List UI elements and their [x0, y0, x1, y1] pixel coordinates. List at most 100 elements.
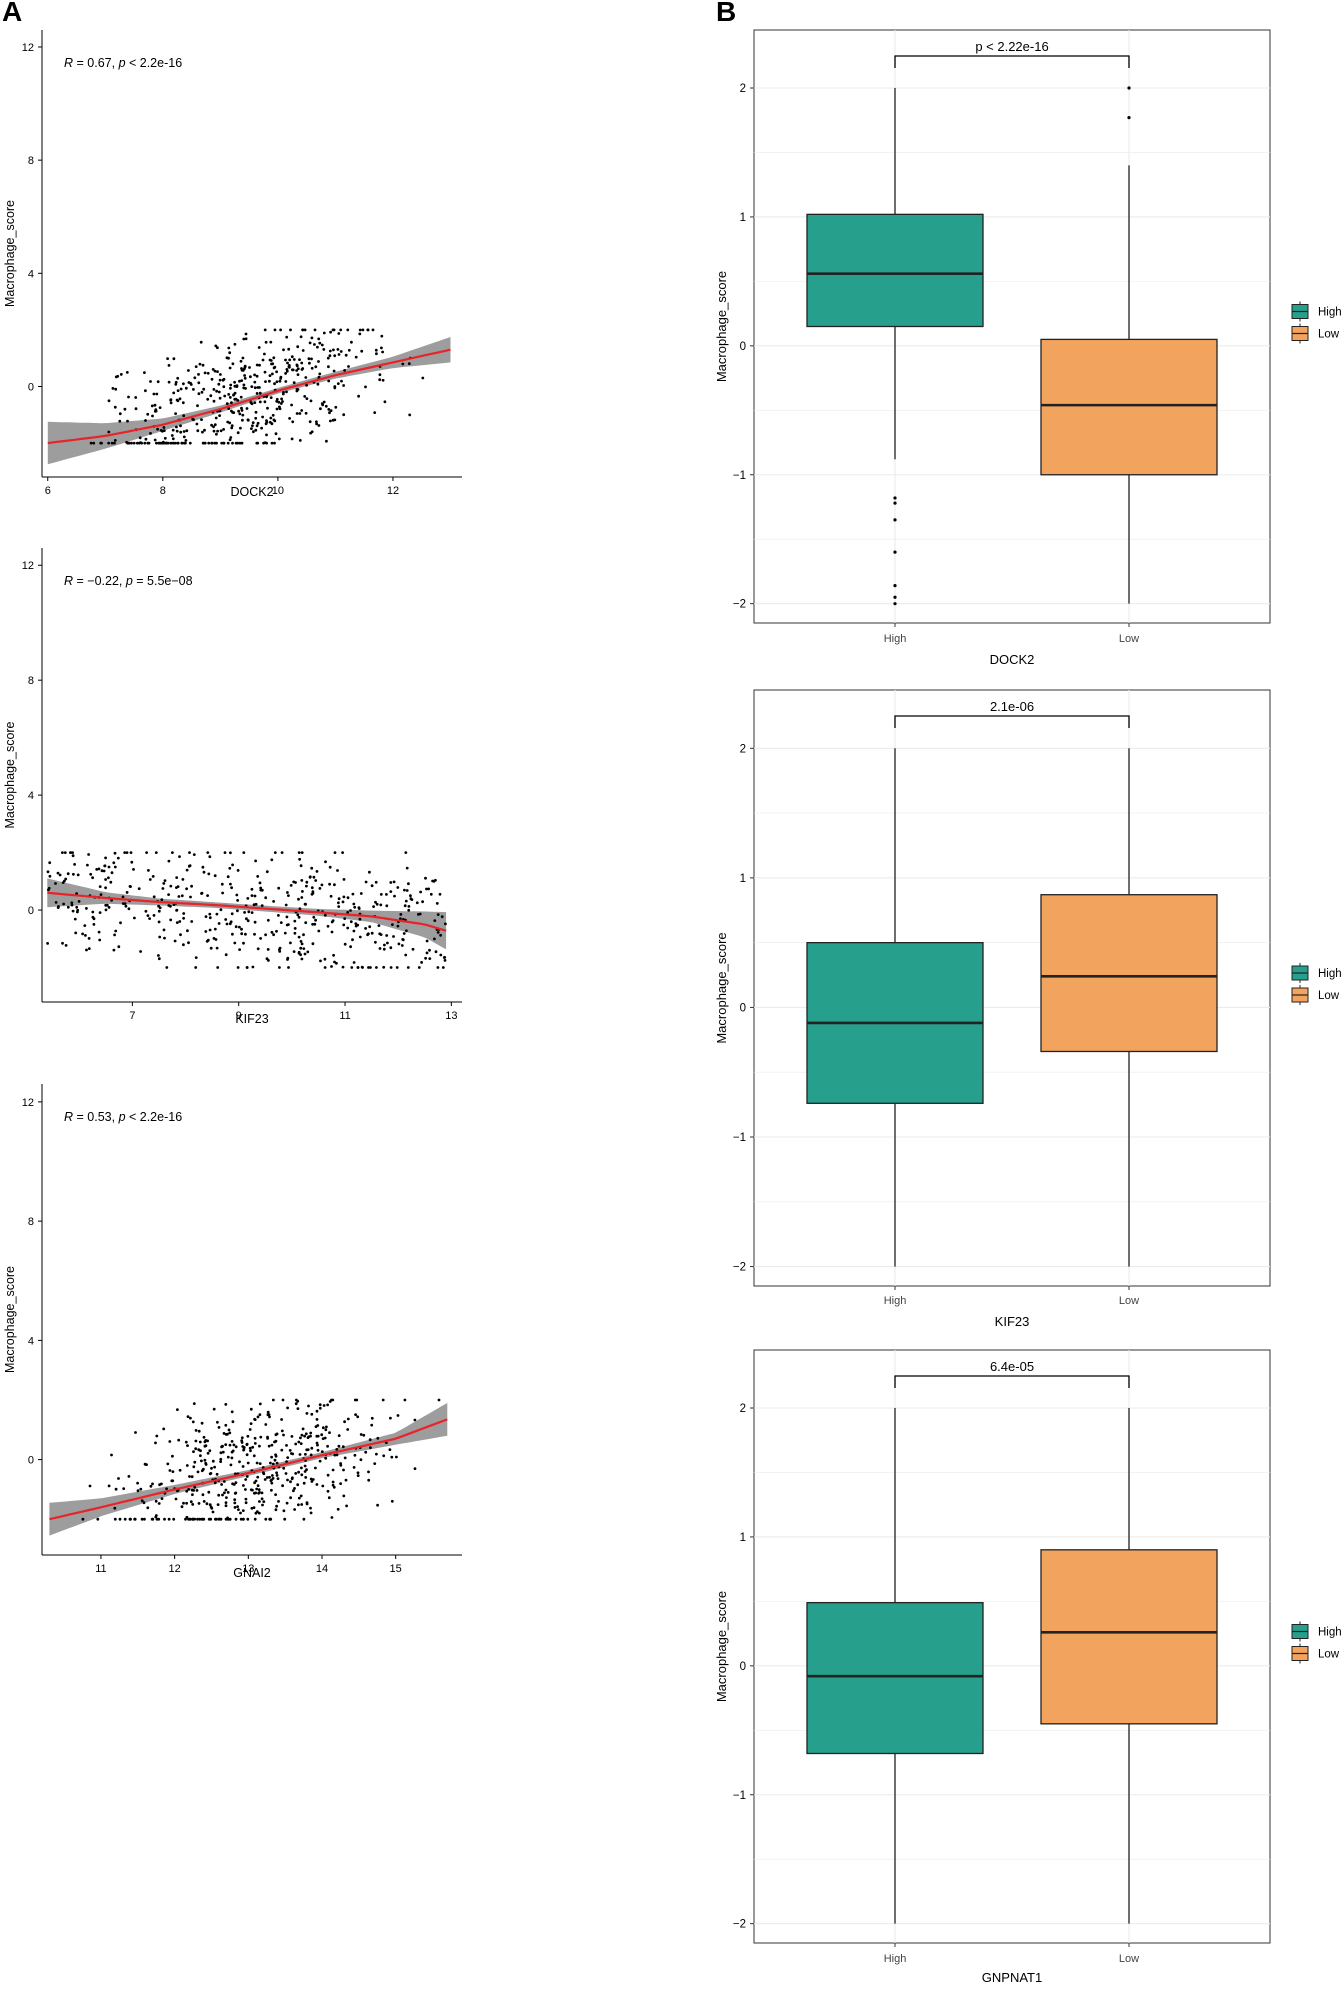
outlier-point [893, 496, 897, 500]
significance-bracket [894, 55, 1130, 68]
scatter-point [346, 1417, 350, 1421]
scatter-point [332, 369, 336, 373]
scatter-point [192, 853, 196, 856]
scatter-point [99, 441, 103, 445]
legend-label-low: Low [1318, 329, 1340, 341]
scatter-point [241, 356, 245, 360]
scatter-point [284, 380, 288, 383]
scatter-point [215, 946, 219, 950]
scatter-point [118, 412, 122, 416]
scatter-point [214, 344, 218, 348]
scatter-point [307, 357, 311, 361]
scatter-point [318, 887, 322, 890]
scatter-point [231, 1420, 235, 1424]
scatter-point [107, 865, 111, 869]
scatter-point [304, 411, 308, 415]
scatter-point [231, 411, 235, 414]
scatter-point [182, 916, 186, 920]
scatter-point [187, 1488, 191, 1491]
x-tick-label: 15 [390, 1563, 402, 1575]
significance-bracket [894, 1375, 1130, 1388]
scatter-point [239, 1517, 243, 1521]
scatter-point [323, 966, 327, 969]
scatter-point [304, 376, 308, 379]
scatter-point [443, 959, 447, 962]
scatter-point [353, 1453, 357, 1457]
scatter-point [301, 890, 304, 893]
scatter-point [341, 900, 345, 904]
scatter-point [308, 361, 311, 365]
scatter-point [239, 395, 243, 399]
scatter-point [158, 1483, 162, 1487]
y-axis-title: Macrophage_score [3, 1266, 17, 1373]
x-tick-label: 13 [445, 1010, 457, 1022]
scatter-point [341, 851, 344, 854]
scatter-point [157, 1502, 161, 1505]
scatter-point [221, 1444, 224, 1448]
scatter-point [143, 1462, 147, 1466]
scatter-point [279, 921, 283, 924]
scatter-point [186, 1415, 190, 1418]
scatter-point [292, 358, 296, 361]
scatter-point [92, 923, 96, 926]
scatter-point [273, 1440, 276, 1444]
scatter-point [81, 1517, 85, 1521]
scatter-point [191, 1503, 195, 1506]
scatter-point [320, 1450, 324, 1453]
scatter-point [356, 1415, 360, 1419]
scatter-point [230, 1456, 234, 1460]
scatter-point [259, 888, 263, 892]
scatter-point [287, 923, 290, 926]
scatter-point [254, 1511, 258, 1515]
scatter-point [66, 905, 70, 909]
scatter-point [310, 366, 314, 370]
scatter-point [191, 1493, 194, 1496]
scatter-point [218, 396, 222, 400]
scatter-point [297, 1496, 301, 1500]
scatter-point [301, 367, 305, 370]
scatter-point [246, 919, 250, 923]
scatter-point [61, 851, 64, 854]
scatter-point [217, 390, 221, 394]
scatter-point [192, 418, 195, 422]
scatter-point [156, 427, 160, 431]
scatter-point [223, 851, 227, 854]
scatter-point [339, 1482, 342, 1485]
scatter-point [46, 942, 49, 945]
scatter-point [127, 1475, 131, 1478]
scatter-point [226, 1516, 230, 1520]
scatter-point [371, 328, 375, 332]
scatter-point [205, 1502, 209, 1506]
scatter-point [219, 1451, 223, 1455]
scatter-point [245, 1443, 249, 1446]
scatter-point [275, 1474, 279, 1477]
scatter-point [326, 1444, 329, 1448]
scatter-point [216, 966, 220, 969]
scatter-point [121, 895, 125, 899]
scatter-point [436, 913, 440, 916]
scatter-point [63, 851, 67, 854]
scatter-point [275, 397, 279, 401]
scatter-point [185, 868, 189, 872]
scatter-point [278, 379, 282, 383]
scatter-point [157, 957, 161, 961]
scatter-point [327, 365, 330, 369]
scatter-point [212, 1407, 216, 1411]
scatter-point [222, 1432, 226, 1435]
scatter-point [201, 430, 204, 434]
scatter-point [201, 441, 205, 445]
scatter-point [328, 411, 331, 415]
scatter-point [215, 1517, 218, 1521]
scatter-point [172, 1517, 176, 1521]
scatter-point [272, 356, 276, 360]
scatter-point [369, 1446, 372, 1450]
scatter-point [155, 441, 158, 445]
scatter-point [306, 950, 310, 954]
scatter-point [128, 885, 132, 888]
scatter-point [198, 362, 202, 366]
scatter-point [389, 890, 393, 893]
scatter-point [301, 328, 305, 332]
scatter-point [243, 911, 247, 914]
scatter-point [227, 346, 231, 350]
scatter-point [288, 358, 292, 362]
